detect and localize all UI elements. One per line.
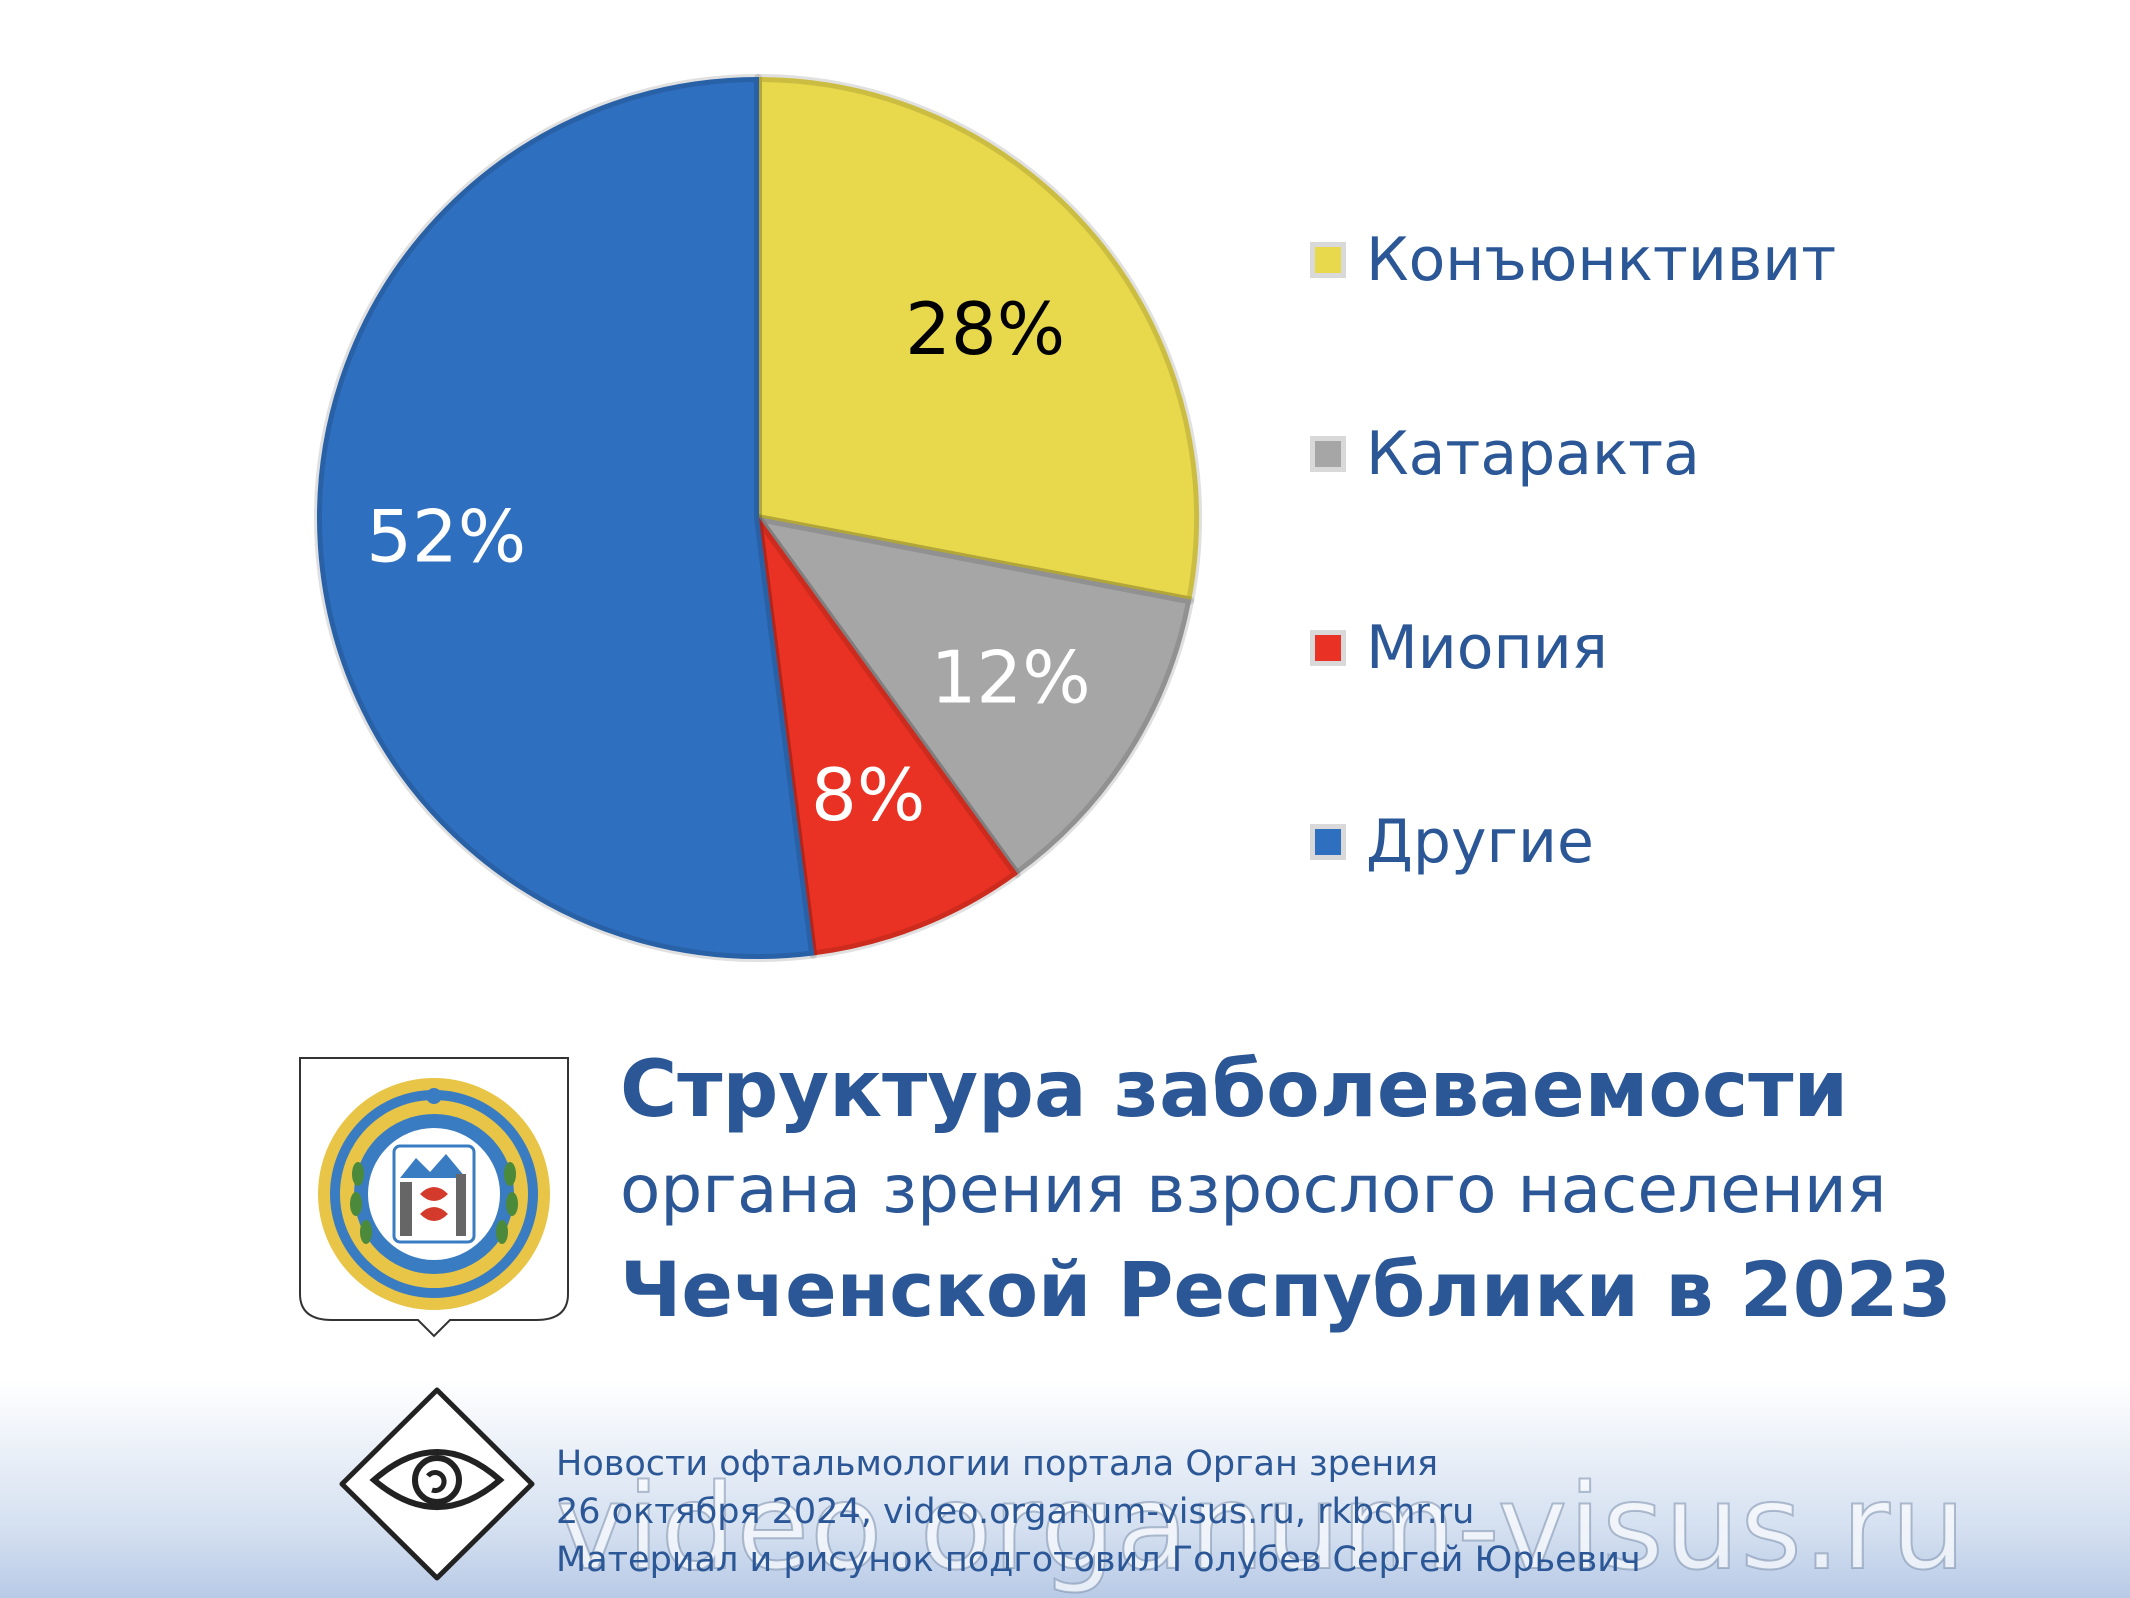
pie-slice-4 [316,76,815,959]
legend-swatch [1310,630,1346,666]
legend-item: Конъюнктивит [1310,220,1836,300]
slice-label-3: 8% [811,753,925,837]
legend-label: Другие [1366,807,1594,877]
legend-swatch [1310,242,1346,278]
pie-slice-1 [757,76,1199,602]
coat-of-arms-icon [299,1057,569,1338]
caption-line-1: Структура заболеваемости [620,1045,1849,1135]
credits-block: Новости офтальмологии портала Орган зрен… [556,1440,1641,1584]
legend-label: Миопия [1366,613,1608,683]
credits-line-3: Материал и рисунок подготовил Голубев Се… [556,1540,1641,1580]
legend-item: Катаракта [1310,414,1700,494]
pie-slice-3 [757,517,1019,956]
legend-label: Катаракта [1366,419,1700,489]
legend-label: Конъюнктивит [1366,225,1837,295]
credits-line-1: Новости офтальмологии портала Орган зрен… [556,1444,1439,1484]
caption-line-2: органа зрения взрослого населения [620,1151,1887,1228]
pie-slice-2 [755,516,1192,876]
caption-line-3: Чеченской Республики в 2023 [620,1245,1952,1334]
watermark-text: video.organum-visus.ru [555,1458,1967,1596]
legend-item: Другие [1310,802,1594,882]
credits-line-2: 26 октября 2024, video.organum-visus.ru,… [556,1492,1475,1532]
slice-label-4: 52% [366,495,526,579]
legend-item: Миопия [1310,608,1608,688]
pie-chart: 28% 12%8% 52% [314,74,1202,962]
chart-caption: Структура заболеваемости органа зрения в… [620,1040,1951,1340]
slice-label-2: 12% [931,635,1091,719]
slice-label-1: 28% [905,287,1065,371]
legend-swatch [1310,436,1346,472]
legend-swatch [1310,824,1346,860]
eye-logo-icon [339,1387,535,1581]
